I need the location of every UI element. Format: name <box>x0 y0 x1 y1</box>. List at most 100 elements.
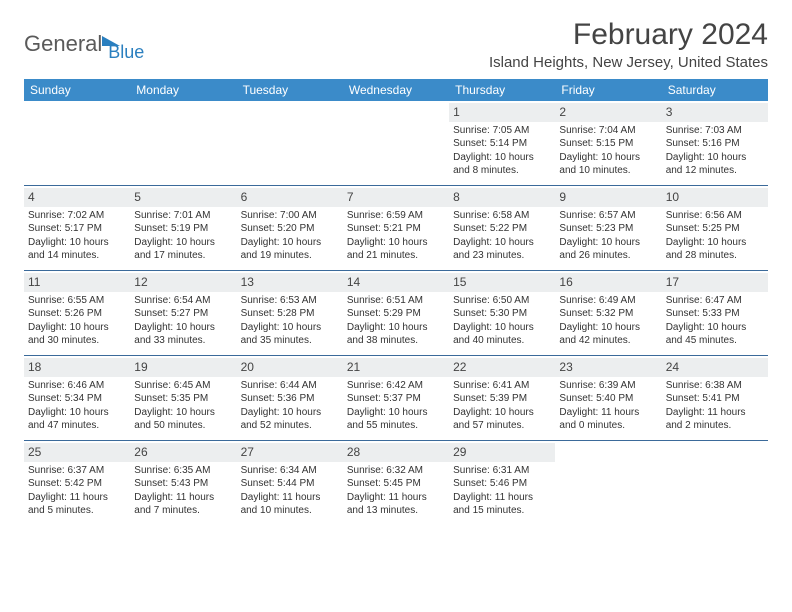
day-cell-empty <box>130 101 236 185</box>
day-cell-3: 3Sunrise: 7:03 AMSunset: 5:16 PMDaylight… <box>662 101 768 185</box>
day-cell-14: 14Sunrise: 6:51 AMSunset: 5:29 PMDayligh… <box>343 271 449 355</box>
sunset-text: Sunset: 5:22 PM <box>453 222 551 236</box>
daynum-row: 19 <box>130 358 236 377</box>
day-number: 26 <box>134 445 147 459</box>
daynum-row: 9 <box>555 188 661 207</box>
sunset-text: Sunset: 5:15 PM <box>559 137 657 151</box>
daylight-text: Daylight: 10 hours and 45 minutes. <box>666 321 764 348</box>
day-number: 14 <box>347 275 360 289</box>
day-number: 7 <box>347 190 354 204</box>
day-number: 12 <box>134 275 147 289</box>
day-cell-10: 10Sunrise: 6:56 AMSunset: 5:25 PMDayligh… <box>662 186 768 270</box>
sunset-text: Sunset: 5:27 PM <box>134 307 232 321</box>
sunset-text: Sunset: 5:42 PM <box>28 477 126 491</box>
day-number: 23 <box>559 360 572 374</box>
daylight-text: Daylight: 10 hours and 26 minutes. <box>559 236 657 263</box>
day-header-monday: Monday <box>130 79 236 101</box>
daylight-text: Daylight: 10 hours and 23 minutes. <box>453 236 551 263</box>
sunset-text: Sunset: 5:44 PM <box>241 477 339 491</box>
day-header-saturday: Saturday <box>662 79 768 101</box>
sunset-text: Sunset: 5:25 PM <box>666 222 764 236</box>
daynum-row: 11 <box>24 273 130 292</box>
sunset-text: Sunset: 5:36 PM <box>241 392 339 406</box>
daylight-text: Daylight: 10 hours and 12 minutes. <box>666 151 764 178</box>
daynum-row: 18 <box>24 358 130 377</box>
day-cell-15: 15Sunrise: 6:50 AMSunset: 5:30 PMDayligh… <box>449 271 555 355</box>
day-cell-8: 8Sunrise: 6:58 AMSunset: 5:22 PMDaylight… <box>449 186 555 270</box>
day-cell-empty <box>662 441 768 522</box>
daynum-row: 17 <box>662 273 768 292</box>
day-number: 19 <box>134 360 147 374</box>
daylight-text: Daylight: 11 hours and 10 minutes. <box>241 491 339 518</box>
daylight-text: Daylight: 10 hours and 21 minutes. <box>347 236 445 263</box>
day-number: 3 <box>666 105 673 119</box>
daylight-text: Daylight: 10 hours and 50 minutes. <box>134 406 232 433</box>
day-header-thursday: Thursday <box>449 79 555 101</box>
day-cell-29: 29Sunrise: 6:31 AMSunset: 5:46 PMDayligh… <box>449 441 555 522</box>
sunset-text: Sunset: 5:35 PM <box>134 392 232 406</box>
daynum-row: 12 <box>130 273 236 292</box>
sunrise-text: Sunrise: 7:02 AM <box>28 209 126 223</box>
daylight-text: Daylight: 11 hours and 13 minutes. <box>347 491 445 518</box>
day-header-wednesday: Wednesday <box>343 79 449 101</box>
daylight-text: Daylight: 10 hours and 17 minutes. <box>134 236 232 263</box>
day-cell-13: 13Sunrise: 6:53 AMSunset: 5:28 PMDayligh… <box>237 271 343 355</box>
day-cell-2: 2Sunrise: 7:04 AMSunset: 5:15 PMDaylight… <box>555 101 661 185</box>
daylight-text: Daylight: 10 hours and 8 minutes. <box>453 151 551 178</box>
sunset-text: Sunset: 5:37 PM <box>347 392 445 406</box>
sunset-text: Sunset: 5:21 PM <box>347 222 445 236</box>
daynum-row: 15 <box>449 273 555 292</box>
sunset-text: Sunset: 5:41 PM <box>666 392 764 406</box>
sunrise-text: Sunrise: 6:35 AM <box>134 464 232 478</box>
sunset-text: Sunset: 5:28 PM <box>241 307 339 321</box>
daynum-row: 4 <box>24 188 130 207</box>
sunrise-text: Sunrise: 6:34 AM <box>241 464 339 478</box>
day-number: 6 <box>241 190 248 204</box>
daylight-text: Daylight: 11 hours and 15 minutes. <box>453 491 551 518</box>
day-number: 20 <box>241 360 254 374</box>
daylight-text: Daylight: 11 hours and 7 minutes. <box>134 491 232 518</box>
day-number: 25 <box>28 445 41 459</box>
daynum-row: 3 <box>662 103 768 122</box>
daynum-row: 8 <box>449 188 555 207</box>
day-cell-16: 16Sunrise: 6:49 AMSunset: 5:32 PMDayligh… <box>555 271 661 355</box>
daylight-text: Daylight: 10 hours and 57 minutes. <box>453 406 551 433</box>
sunset-text: Sunset: 5:40 PM <box>559 392 657 406</box>
daynum-row: 25 <box>24 443 130 462</box>
sunrise-text: Sunrise: 6:41 AM <box>453 379 551 393</box>
sunrise-text: Sunrise: 7:00 AM <box>241 209 339 223</box>
day-cell-25: 25Sunrise: 6:37 AMSunset: 5:42 PMDayligh… <box>24 441 130 522</box>
day-cell-20: 20Sunrise: 6:44 AMSunset: 5:36 PMDayligh… <box>237 356 343 440</box>
daynum-row: 16 <box>555 273 661 292</box>
day-number: 8 <box>453 190 460 204</box>
title-block: February 2024 Island Heights, New Jersey… <box>489 18 768 71</box>
daylight-text: Daylight: 10 hours and 47 minutes. <box>28 406 126 433</box>
daynum-row: 10 <box>662 188 768 207</box>
daynum-row: 1 <box>449 103 555 122</box>
daynum-row: 7 <box>343 188 449 207</box>
day-number: 29 <box>453 445 466 459</box>
sunrise-text: Sunrise: 6:32 AM <box>347 464 445 478</box>
day-cell-22: 22Sunrise: 6:41 AMSunset: 5:39 PMDayligh… <box>449 356 555 440</box>
sunrise-text: Sunrise: 7:01 AM <box>134 209 232 223</box>
daynum-row: 29 <box>449 443 555 462</box>
sunrise-text: Sunrise: 6:31 AM <box>453 464 551 478</box>
day-cell-empty <box>237 101 343 185</box>
sunset-text: Sunset: 5:23 PM <box>559 222 657 236</box>
day-number: 18 <box>28 360 41 374</box>
daynum-row: 20 <box>237 358 343 377</box>
sunrise-text: Sunrise: 6:45 AM <box>134 379 232 393</box>
day-cell-17: 17Sunrise: 6:47 AMSunset: 5:33 PMDayligh… <box>662 271 768 355</box>
sunrise-text: Sunrise: 6:56 AM <box>666 209 764 223</box>
daylight-text: Daylight: 10 hours and 38 minutes. <box>347 321 445 348</box>
day-cell-4: 4Sunrise: 7:02 AMSunset: 5:17 PMDaylight… <box>24 186 130 270</box>
daylight-text: Daylight: 10 hours and 55 minutes. <box>347 406 445 433</box>
sunset-text: Sunset: 5:17 PM <box>28 222 126 236</box>
sunset-text: Sunset: 5:34 PM <box>28 392 126 406</box>
sunrise-text: Sunrise: 6:55 AM <box>28 294 126 308</box>
sunset-text: Sunset: 5:32 PM <box>559 307 657 321</box>
daylight-text: Daylight: 10 hours and 52 minutes. <box>241 406 339 433</box>
day-cell-5: 5Sunrise: 7:01 AMSunset: 5:19 PMDaylight… <box>130 186 236 270</box>
daynum-row: 28 <box>343 443 449 462</box>
logo-text-blue: Blue <box>108 42 144 63</box>
